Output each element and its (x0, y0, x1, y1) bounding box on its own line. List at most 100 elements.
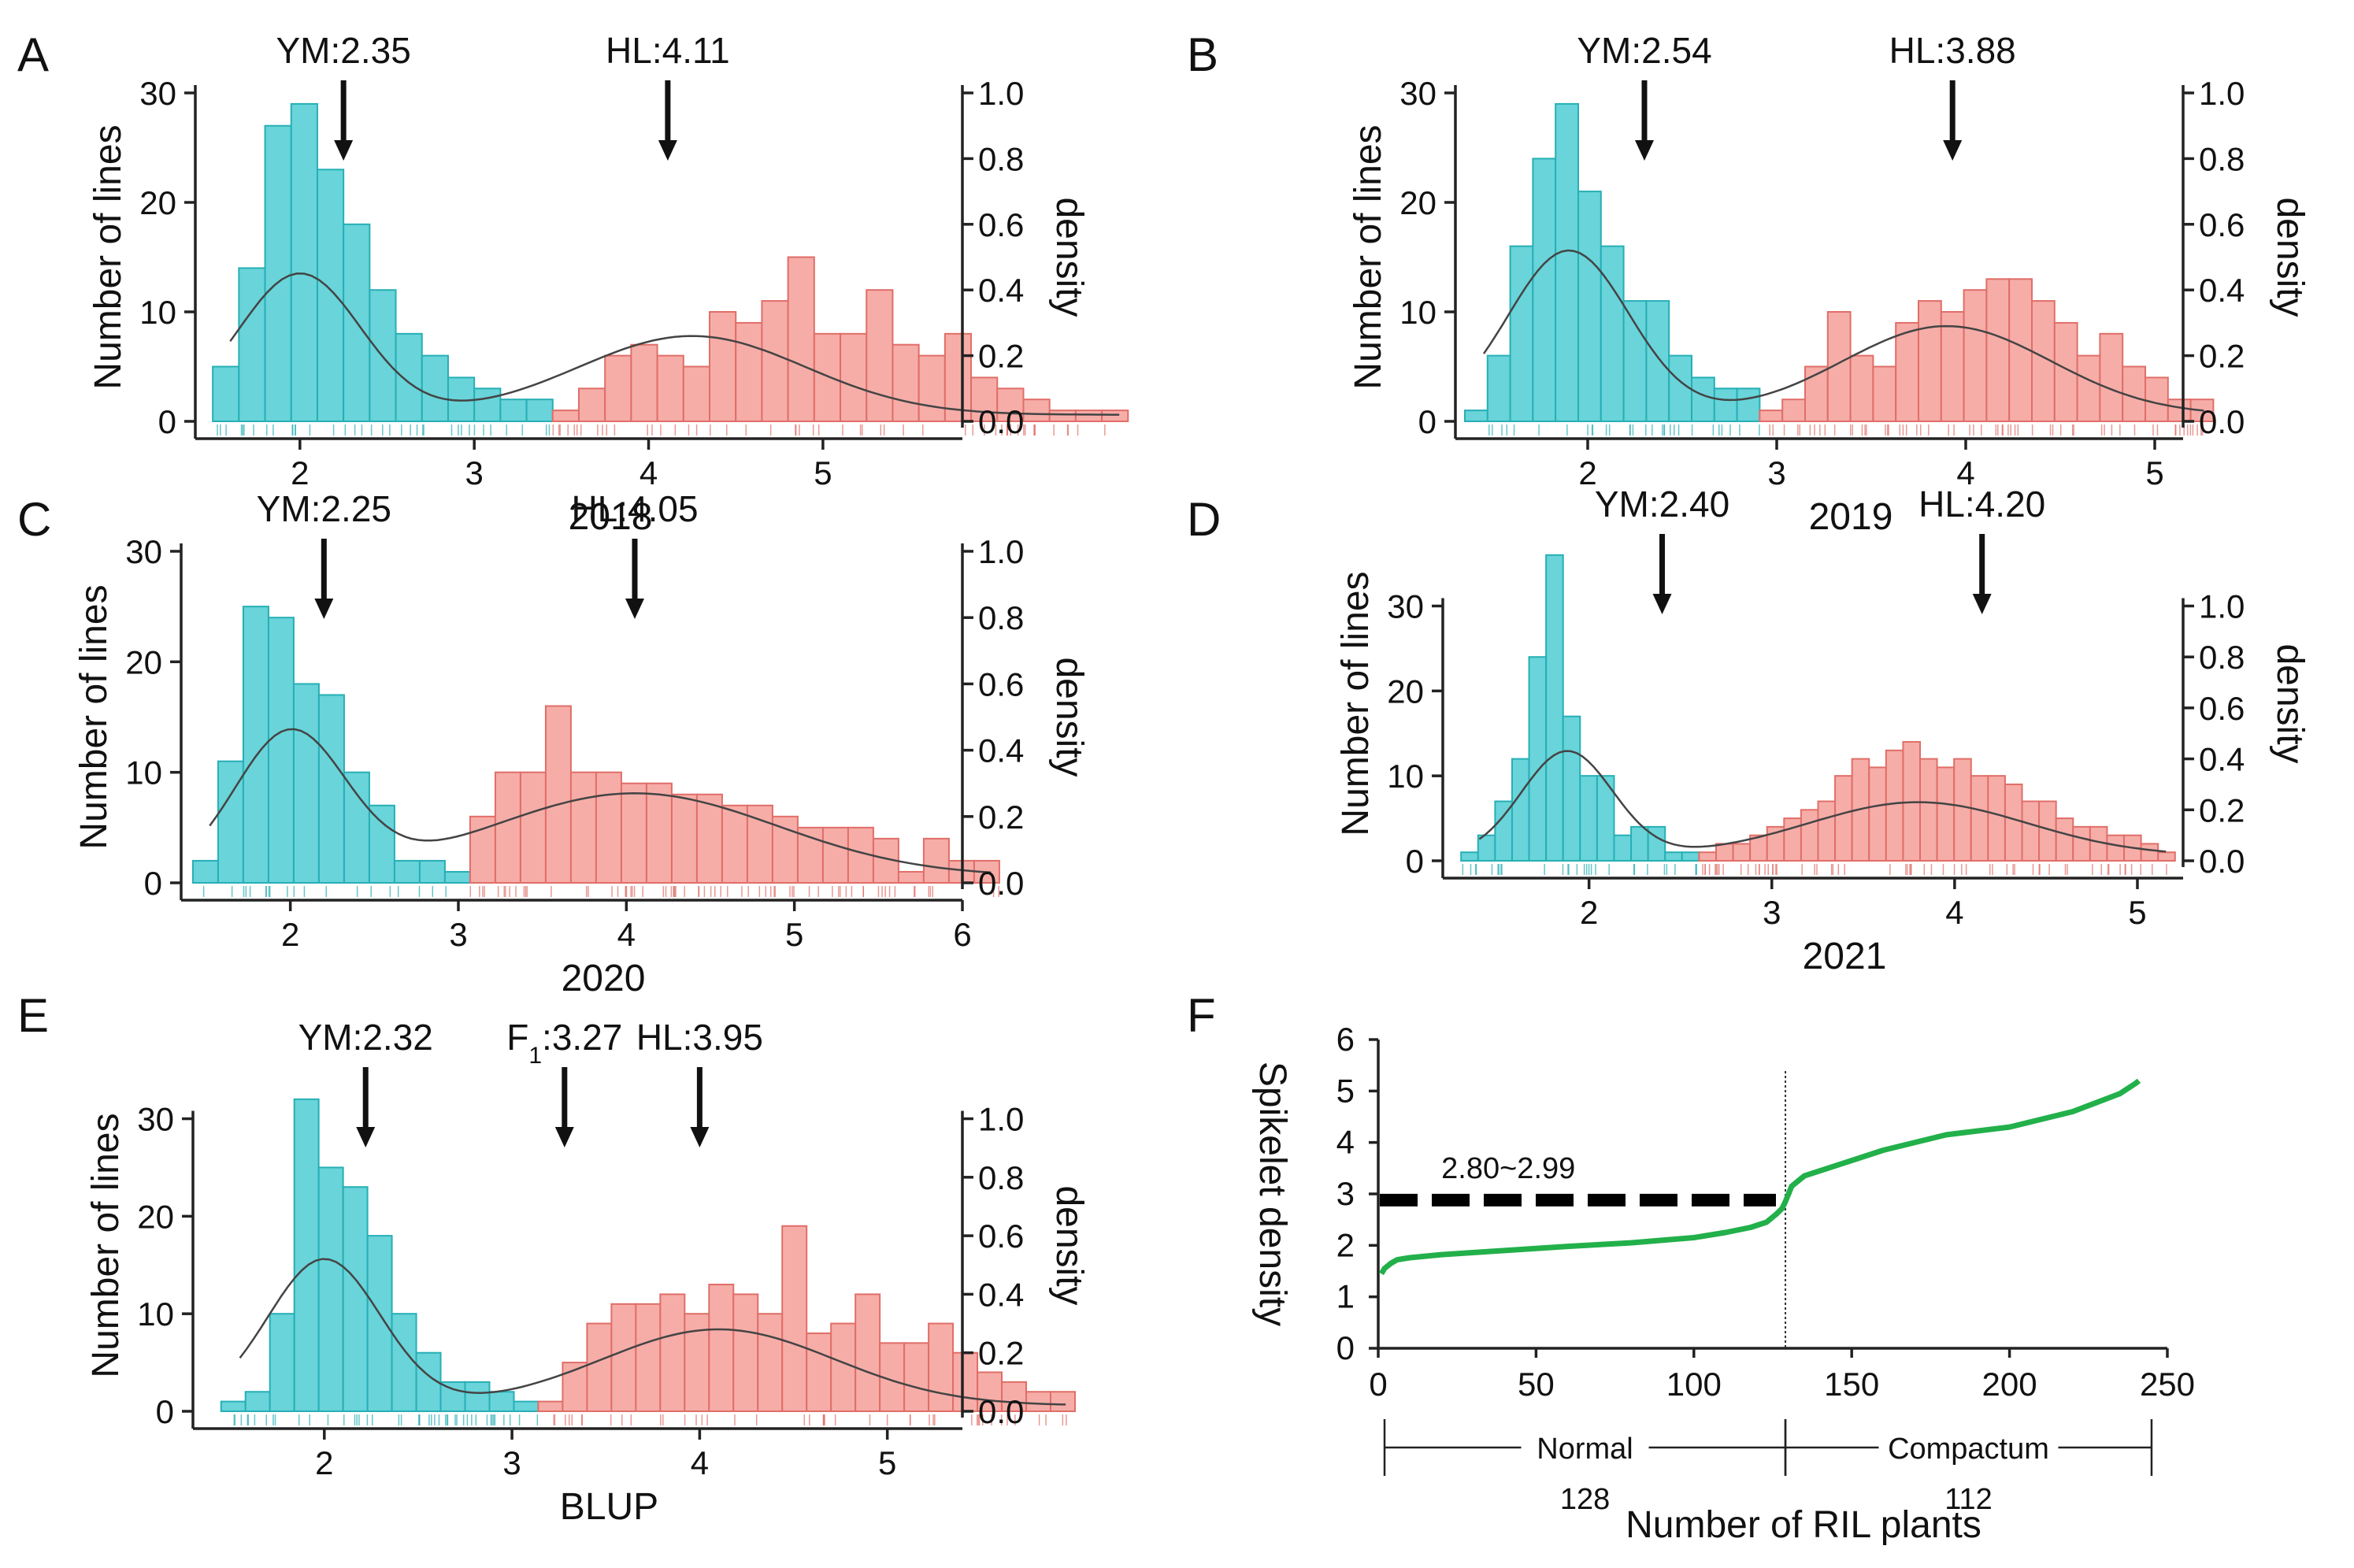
bar-normal (1579, 775, 1598, 862)
x-tick-label: 4 (1956, 454, 1974, 491)
x-axis-label: 2019 (1809, 496, 1893, 538)
group-count: 112 (1944, 1483, 1993, 1516)
bar-compactum (1074, 410, 1103, 422)
bar-normal (464, 1381, 491, 1412)
bar-compactum (721, 804, 748, 884)
bar-compactum (2055, 817, 2074, 862)
bar-compactum (2072, 825, 2091, 862)
bar-normal (1545, 554, 1564, 862)
y-tick-label: 30 (125, 533, 162, 570)
x-tick-label: 250 (2140, 1366, 2195, 1403)
y-tick-label: 1 (1336, 1278, 1355, 1315)
bar-compactum (1022, 398, 1051, 423)
bar-compactum (595, 771, 622, 884)
bar-normal (368, 804, 395, 884)
bar-normal (443, 870, 471, 884)
y2-tick-label: 0.8 (2199, 639, 2245, 676)
bar-compactum (551, 410, 580, 422)
y-tick-label: 20 (1387, 673, 1424, 710)
y2-tick-label: 0.2 (2199, 791, 2245, 828)
bar-compactum (1001, 1381, 1028, 1412)
bar-compactum (620, 782, 647, 884)
x-tick-label: 5 (814, 454, 832, 491)
x-tick-label: 2 (1580, 894, 1598, 931)
bar-compactum (821, 826, 849, 884)
x-axis-label: 2020 (562, 958, 646, 999)
bar-normal (513, 1400, 539, 1413)
bar-compactum (544, 705, 572, 884)
y2-tick-label: 0.8 (978, 599, 1024, 636)
bar-compactum (1918, 300, 1942, 422)
annotation-label: HL:4.11 (606, 30, 730, 71)
panel-letter: E (17, 989, 49, 1042)
bar-compactum (635, 1303, 662, 1412)
annotation: YM:2.25 (257, 488, 391, 619)
y-tick-label: 0 (158, 403, 176, 440)
bar-normal (473, 387, 502, 422)
panel-f: F 0 1 2 3 4 5 6 0 50 100 150 200 250 Spikelet density 2… (1187, 989, 2195, 1546)
bar-compactum (1800, 809, 1819, 862)
bar-compactum (1872, 365, 1897, 422)
group-name: Normal (1537, 1433, 1633, 1466)
y2-tick-label: 0.8 (978, 140, 1024, 177)
y2-tick-label: 0.0 (978, 865, 1024, 902)
bar-compactum (977, 1371, 1003, 1412)
bar-normal (1681, 851, 1700, 862)
bar-normal (220, 1400, 247, 1413)
x-tick-label: 150 (1824, 1366, 1879, 1403)
bar-normal (290, 102, 318, 422)
bar-compactum (1868, 766, 1887, 862)
annotation: YM:2.40 (1595, 484, 1729, 614)
bar-normal (1528, 656, 1548, 862)
y-axis-label: Number of lines (73, 584, 115, 849)
bar-normal (1596, 775, 1615, 862)
y2-tick-label: 0.0 (978, 403, 1024, 440)
annotation: HL:3.88 (1889, 30, 2016, 161)
y2-tick-label: 0.2 (978, 1335, 1024, 1372)
group-bracket: Normal 128 (1383, 1419, 1787, 1516)
annotation: HL:4.20 (1918, 484, 2045, 614)
bar-normal (343, 771, 370, 884)
x-tick-label: 5 (2128, 894, 2146, 931)
annotation-label: HL:4.05 (571, 488, 698, 529)
x-tick-label: 100 (1666, 1366, 1722, 1403)
y-tick-label: 10 (1387, 758, 1424, 795)
x-tick-label: 0 (1369, 1366, 1387, 1403)
bar-normal (499, 398, 528, 423)
bar-compactum (1817, 800, 1837, 862)
group-name: Compactum (1888, 1433, 2049, 1466)
y-tick-label: 30 (1387, 588, 1424, 625)
x-tick-label: 6 (953, 916, 971, 953)
y-tick-label: 0 (144, 865, 162, 902)
bar-compactum (922, 837, 950, 884)
bar-normal (1736, 387, 1761, 422)
bar-compactum (578, 387, 606, 422)
y-tick-label: 10 (139, 294, 176, 331)
x-tick-label: 2 (291, 454, 309, 491)
annotation-label: HL:4.20 (1918, 484, 2045, 525)
y-tick-label: 0 (156, 1393, 174, 1430)
bar-compactum (1759, 410, 1784, 422)
bar-normal (244, 1391, 271, 1413)
bar-compactum (659, 1293, 686, 1412)
bar-normal (1464, 410, 1488, 422)
y-tick-label: 20 (125, 643, 162, 680)
bar-compactum (813, 332, 842, 422)
bar-compactum (970, 376, 999, 422)
panel-e: E 0 10 20 30 0.0 0.2 0.4 0.6 0.8 1.0 2 3 4 5 BLUP Number… (17, 989, 1090, 1528)
bar-normal (1562, 715, 1581, 862)
x-tick-label: 3 (465, 454, 484, 491)
bar-normal (1613, 834, 1633, 862)
bar-compactum (1970, 775, 1989, 862)
x-tick-label: 5 (878, 1444, 896, 1481)
bar-normal (1511, 758, 1530, 862)
bar-compactum (761, 300, 789, 422)
bar-compactum (2004, 783, 2023, 862)
y2-tick-label: 0.4 (978, 1276, 1024, 1313)
y2-tick-label: 1.0 (2199, 75, 2245, 112)
y2-axis-label: density (1048, 657, 1090, 777)
arrowhead-icon (334, 140, 354, 161)
x-tick-label: 4 (691, 1444, 709, 1481)
bar-normal (191, 859, 219, 884)
